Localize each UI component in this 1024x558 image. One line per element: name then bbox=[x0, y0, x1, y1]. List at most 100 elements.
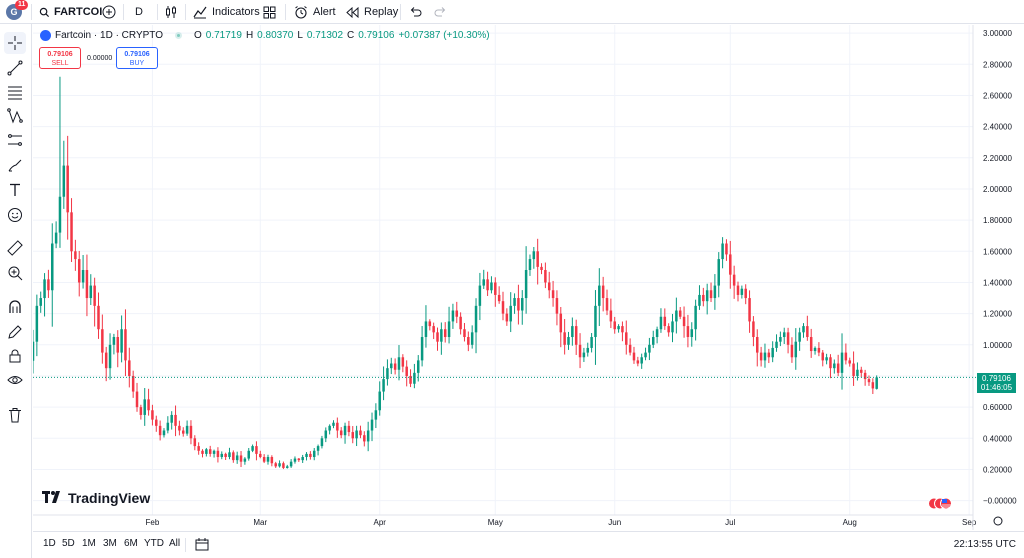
range-1d[interactable]: 1D bbox=[43, 538, 56, 549]
alert-button[interactable]: Alert bbox=[294, 0, 336, 24]
redo-button[interactable] bbox=[434, 0, 447, 24]
candle-body bbox=[393, 363, 397, 370]
candle-body bbox=[216, 450, 220, 458]
y-tick-label: 0.40000 bbox=[983, 434, 1012, 443]
candle-body bbox=[756, 337, 759, 353]
economic-events-icon[interactable] bbox=[928, 497, 952, 510]
x-tick-label: Mar bbox=[253, 518, 267, 527]
candle-body bbox=[659, 316, 663, 330]
tradingview-logo[interactable]: TradingView bbox=[42, 490, 150, 506]
stay-in-drawing-mode-tool[interactable] bbox=[4, 321, 26, 343]
sell-button[interactable]: 0.79106 SELL bbox=[39, 47, 81, 69]
close-label: C bbox=[347, 30, 355, 41]
price-chart[interactable]: 3.00000 2.80000 2.60000 2.40000 2.20000 2.000… bbox=[33, 25, 1024, 530]
candle-body bbox=[559, 313, 563, 333]
y-tick-label: 2.80000 bbox=[983, 60, 1012, 69]
candle-body bbox=[625, 332, 628, 345]
candle-body bbox=[463, 329, 466, 338]
candle-body bbox=[809, 337, 813, 352]
range-3m[interactable]: 3M bbox=[103, 538, 117, 549]
candle-body bbox=[355, 430, 358, 439]
replay-button[interactable]: Replay bbox=[346, 0, 398, 24]
candle-body bbox=[43, 279, 46, 299]
compare-symbol-button[interactable] bbox=[102, 0, 116, 24]
indicators-button[interactable]: Indicators bbox=[193, 0, 260, 24]
current-price-tag: 0.79106 01:46:05 bbox=[977, 373, 1016, 393]
candle-body bbox=[447, 321, 451, 338]
range-6m[interactable]: 6M bbox=[124, 538, 138, 549]
go-to-date-button[interactable] bbox=[195, 537, 209, 556]
replay-icon bbox=[346, 6, 359, 18]
candle-body bbox=[871, 382, 875, 389]
range-ytd[interactable]: YTD bbox=[144, 538, 164, 549]
candle-body bbox=[174, 414, 177, 426]
trend-line-icon bbox=[7, 60, 23, 76]
candle-body bbox=[309, 453, 312, 458]
candle-body bbox=[339, 430, 343, 436]
candle-body bbox=[551, 290, 555, 299]
y-tick-label: −0.00000 bbox=[983, 497, 1017, 506]
candle-body bbox=[752, 321, 755, 338]
magnet-tool[interactable] bbox=[4, 296, 26, 318]
candle-body bbox=[775, 341, 778, 348]
undo-button[interactable] bbox=[409, 0, 422, 24]
candle-body bbox=[713, 285, 717, 299]
prediction-tool[interactable] bbox=[4, 129, 26, 151]
y-tick-label: 0.20000 bbox=[983, 465, 1012, 474]
undo-icon bbox=[410, 7, 422, 17]
eye-icon bbox=[7, 376, 23, 384]
range-1m[interactable]: 1M bbox=[82, 538, 96, 549]
legend-title[interactable]: Fartcoin · 1D · CRYPTO bbox=[55, 30, 163, 41]
user-avatar[interactable]: G 11 bbox=[6, 0, 29, 24]
chart-svg[interactable]: 3.00000 2.80000 2.60000 2.40000 2.20000 2.000… bbox=[33, 25, 1024, 530]
layouts-button[interactable] bbox=[263, 0, 276, 24]
chart-type-button[interactable] bbox=[165, 0, 177, 24]
buy-button[interactable]: 0.79106 BUY bbox=[116, 47, 158, 69]
zoom-in-icon bbox=[8, 266, 23, 281]
lock-drawings-tool[interactable] bbox=[4, 345, 26, 367]
candle-body bbox=[416, 360, 420, 373]
text-tool[interactable] bbox=[4, 179, 26, 201]
candle-body bbox=[66, 165, 69, 213]
candle-body bbox=[251, 446, 254, 451]
measure-tool[interactable] bbox=[4, 237, 26, 259]
zoom-in-tool[interactable] bbox=[4, 262, 26, 284]
candle-body bbox=[162, 430, 166, 436]
candle-body bbox=[232, 452, 235, 461]
y-tick-label: 1.40000 bbox=[983, 278, 1012, 287]
candle-body bbox=[470, 332, 474, 345]
trend-line-tool[interactable] bbox=[4, 57, 26, 79]
candle-body bbox=[848, 360, 851, 364]
candle-body bbox=[574, 326, 578, 345]
fib-retracement-tool[interactable] bbox=[4, 81, 26, 103]
candle-body bbox=[208, 449, 212, 454]
remove-drawings-tool[interactable] bbox=[4, 404, 26, 426]
drawing-toolbar bbox=[0, 24, 32, 558]
utc-clock[interactable]: 22:13:55 UTC bbox=[953, 539, 1016, 550]
brush-tool[interactable] bbox=[4, 154, 26, 176]
candle-body bbox=[698, 294, 701, 306]
candle-body bbox=[181, 430, 185, 434]
hide-drawings-tool[interactable] bbox=[4, 369, 26, 391]
candle-body bbox=[451, 310, 455, 322]
candle-body bbox=[54, 232, 58, 244]
range-all[interactable]: All bbox=[169, 538, 181, 549]
candle-body bbox=[139, 407, 143, 415]
candle-body bbox=[705, 290, 709, 302]
candle-body bbox=[655, 329, 659, 338]
symbol-search[interactable]: FARTCOI bbox=[39, 0, 102, 24]
y-tick-label: 3.00000 bbox=[983, 29, 1012, 38]
interval-button[interactable]: D bbox=[135, 0, 143, 24]
candle-body bbox=[33, 341, 35, 361]
candle-body bbox=[189, 425, 193, 439]
axis-settings-icon[interactable] bbox=[993, 516, 1003, 526]
smiley-icon bbox=[8, 208, 22, 222]
range-5d[interactable]: 5D bbox=[62, 538, 75, 549]
candle-body bbox=[328, 425, 331, 431]
candle-body bbox=[636, 360, 640, 364]
pattern-tool[interactable] bbox=[4, 105, 26, 127]
emoji-tool[interactable] bbox=[4, 204, 26, 226]
crosshair-tool[interactable] bbox=[4, 32, 26, 54]
candle-body bbox=[521, 298, 524, 311]
forecast-icon bbox=[8, 134, 22, 146]
